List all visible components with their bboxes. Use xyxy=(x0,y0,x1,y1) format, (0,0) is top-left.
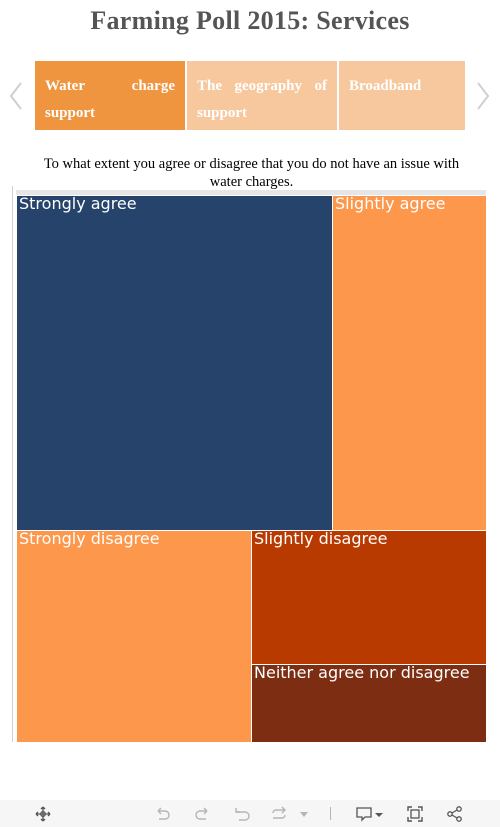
redo-icon[interactable] xyxy=(194,805,212,823)
chart-question: To what extent you agree or disagree tha… xyxy=(43,156,460,190)
flourish-toolbar xyxy=(0,800,500,827)
move-icon[interactable] xyxy=(34,805,52,823)
repeat-icon[interactable] xyxy=(270,805,288,823)
tab-water-charge-support[interactable]: Water charge support xyxy=(35,61,185,130)
treemap-cell-strongly-agree[interactable] xyxy=(17,196,332,530)
treemap-label-slightly-agree: Slightly agree xyxy=(335,194,446,213)
treemap-label-strongly-disagree: Strongly disagree xyxy=(19,529,160,548)
chevron-left-icon xyxy=(9,82,22,110)
dropdown-icon[interactable] xyxy=(298,805,310,823)
carousel-prev-button[interactable] xyxy=(5,78,27,114)
tab-broadband[interactable]: Broadband xyxy=(339,61,465,130)
treemap-label-strongly-agree: Strongly agree xyxy=(19,194,137,213)
treemap-cell-neither-agree-nor-disagree[interactable] xyxy=(252,665,486,742)
treemap-label-neither-agree-nor-disagree: Neither agree nor disagree xyxy=(254,663,470,682)
treemap-label-slightly-disagree: Slightly disagree xyxy=(254,529,387,548)
fullscreen-icon[interactable] xyxy=(406,805,424,823)
page-title: Farming Poll 2015: Services xyxy=(90,6,410,35)
toolbar-divider xyxy=(330,807,331,820)
share-icon[interactable] xyxy=(446,805,464,823)
revert-icon[interactable] xyxy=(233,805,251,823)
chart-top-band xyxy=(16,190,486,195)
treemap-cell-slightly-disagree[interactable] xyxy=(252,531,486,664)
chart-left-rule xyxy=(12,186,13,742)
comment-icon[interactable] xyxy=(355,805,385,823)
treemap-chart: Strongly agree Slightly agree Strongly dis… xyxy=(17,194,486,742)
carousel-next-button[interactable] xyxy=(472,78,494,114)
treemap-cell-slightly-agree[interactable] xyxy=(333,196,486,530)
tab-geography-of-support[interactable]: The geography of support xyxy=(187,61,337,130)
treemap-cell-strongly-disagree[interactable] xyxy=(17,531,251,742)
undo-icon[interactable] xyxy=(153,805,171,823)
chevron-right-icon xyxy=(477,82,490,110)
